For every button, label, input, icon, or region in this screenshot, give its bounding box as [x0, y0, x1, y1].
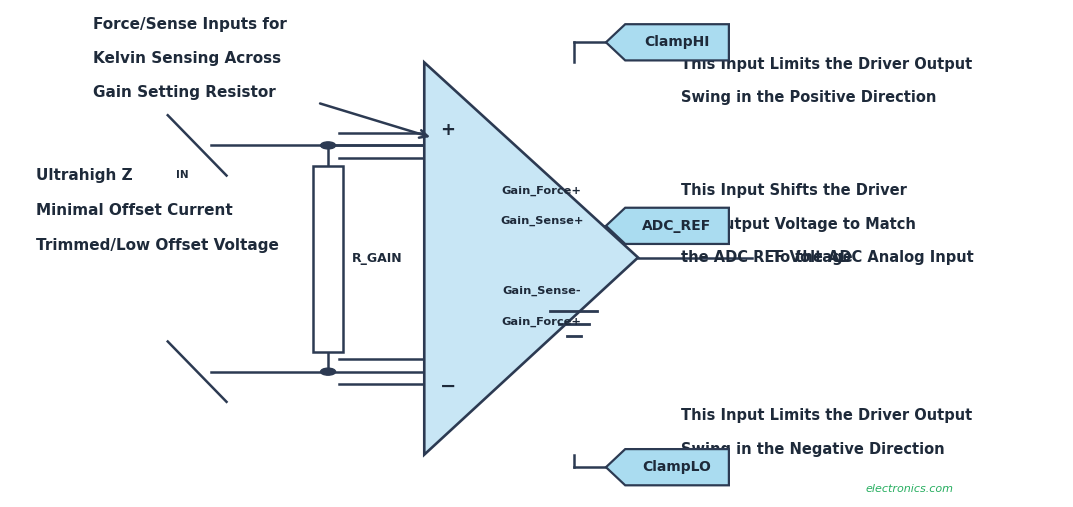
Text: This Input Shifts the Driver: This Input Shifts the Driver — [680, 183, 907, 198]
Text: Gain_Sense+: Gain_Sense+ — [500, 215, 584, 226]
Polygon shape — [606, 24, 729, 60]
Text: R_GAIN: R_GAIN — [352, 252, 402, 265]
Text: Gain Setting Resistor: Gain Setting Resistor — [93, 85, 276, 100]
Circle shape — [321, 142, 336, 149]
Text: Gain_Sense-: Gain_Sense- — [502, 286, 582, 297]
Text: +: + — [440, 121, 455, 139]
Text: the ADC REF Voltage: the ADC REF Voltage — [680, 250, 852, 265]
Text: Swing in the Positive Direction: Swing in the Positive Direction — [680, 90, 936, 105]
Text: To the ADC Analog Input: To the ADC Analog Input — [771, 250, 973, 265]
Text: CM Output Voltage to Match: CM Output Voltage to Match — [680, 217, 915, 232]
Text: Gain_Force+: Gain_Force+ — [502, 316, 582, 327]
Text: Force/Sense Inputs for: Force/Sense Inputs for — [93, 17, 286, 32]
Text: Swing in the Negative Direction: Swing in the Negative Direction — [680, 442, 944, 457]
Polygon shape — [606, 208, 729, 244]
Text: electronics.com: electronics.com — [866, 484, 954, 494]
Circle shape — [321, 368, 336, 375]
Text: This Input Limits the Driver Output: This Input Limits the Driver Output — [680, 408, 972, 423]
Polygon shape — [424, 62, 638, 455]
Text: ADC_REF: ADC_REF — [643, 219, 711, 233]
Text: Ultrahigh Z: Ultrahigh Z — [36, 168, 133, 183]
FancyBboxPatch shape — [313, 165, 343, 351]
Text: IN: IN — [176, 169, 189, 179]
Text: Gain_Force+: Gain_Force+ — [502, 186, 582, 196]
Text: This Input Limits the Driver Output: This Input Limits the Driver Output — [680, 57, 972, 73]
Text: −: − — [440, 377, 456, 396]
Text: ClampLO: ClampLO — [643, 460, 711, 474]
Polygon shape — [606, 449, 729, 485]
Text: Kelvin Sensing Across: Kelvin Sensing Across — [93, 51, 281, 66]
Text: Trimmed/Low Offset Voltage: Trimmed/Low Offset Voltage — [36, 238, 279, 254]
Text: ClampHI: ClampHI — [645, 35, 709, 49]
Text: Minimal Offset Current: Minimal Offset Current — [36, 203, 233, 218]
